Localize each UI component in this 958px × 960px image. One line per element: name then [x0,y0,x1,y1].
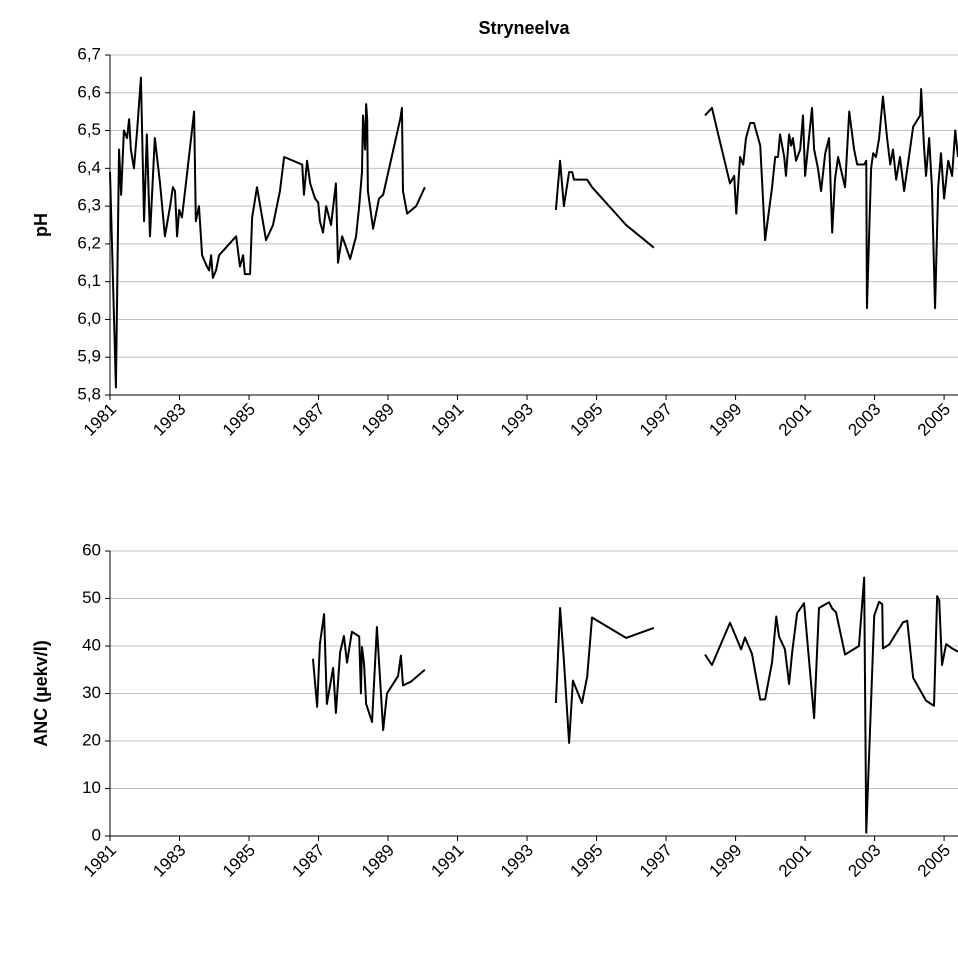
y-tick-label: 30 [82,683,101,702]
y-tick-label: 0 [92,825,101,844]
x-tick-label: 1997 [636,841,676,881]
y-tick-label: 5,9 [77,347,101,366]
x-tick-label: 1999 [705,400,745,440]
x-tick-label: 1985 [219,841,259,881]
y-tick-label: 20 [82,730,101,749]
x-tick-label: 1999 [705,841,745,881]
y-tick-label: 6,6 [77,82,101,101]
y-tick-label: 60 [82,540,101,559]
x-tick-label: 2005 [914,400,954,440]
y-axis-label: pH [31,213,51,237]
y-tick-label: 6,4 [77,158,101,177]
y-axis-label: ANC (µekv/l) [31,640,51,746]
x-tick-label: 1995 [566,841,606,881]
data-line [109,76,958,389]
x-tick-label: 1993 [497,400,537,440]
x-tick-label: 1989 [358,841,398,881]
y-tick-label: 6,5 [77,120,101,139]
y-tick-label: 6,2 [77,233,101,252]
chart-title: Stryneelva [478,18,570,38]
x-tick-label: 1987 [288,841,328,881]
y-tick-label: 6,1 [77,271,101,290]
y-tick-label: 6,0 [77,309,101,328]
y-tick-label: 5,8 [77,384,101,403]
x-tick-label: 1981 [80,400,120,440]
x-tick-label: 1983 [149,841,189,881]
x-tick-label: 1983 [149,400,189,440]
x-tick-label: 1985 [219,400,259,440]
data-line [311,576,958,834]
y-tick-label: 50 [82,588,101,607]
y-tick-label: 6,7 [77,44,101,63]
x-tick-label: 2001 [775,400,815,440]
y-tick-label: 40 [82,635,101,654]
x-tick-label: 2003 [844,841,884,881]
x-tick-label: 2001 [775,841,815,881]
x-tick-label: 2003 [844,400,884,440]
x-tick-label: 1981 [80,841,120,881]
x-tick-label: 1995 [566,400,606,440]
x-tick-label: 1997 [636,400,676,440]
x-tick-label: 1991 [427,400,467,440]
x-tick-label: 2005 [914,841,954,881]
x-tick-label: 1989 [358,400,398,440]
x-tick-label: 1987 [288,400,328,440]
x-tick-label: 1991 [427,841,467,881]
y-tick-label: 6,3 [77,196,101,215]
x-tick-label: 1993 [497,841,537,881]
y-tick-label: 10 [82,778,101,797]
